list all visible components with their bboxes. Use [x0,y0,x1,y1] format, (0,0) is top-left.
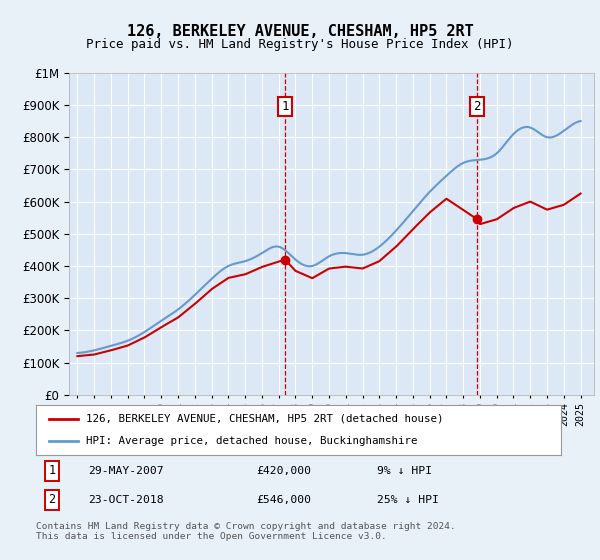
Text: 25% ↓ HPI: 25% ↓ HPI [377,495,439,505]
Text: 1: 1 [281,100,289,113]
Text: 2: 2 [48,493,55,506]
Text: Price paid vs. HM Land Registry's House Price Index (HPI): Price paid vs. HM Land Registry's House … [86,38,514,50]
Text: £420,000: £420,000 [257,466,311,476]
Text: 29-MAY-2007: 29-MAY-2007 [89,466,164,476]
Text: 23-OCT-2018: 23-OCT-2018 [89,495,164,505]
Text: 2: 2 [473,100,481,113]
Text: HPI: Average price, detached house, Buckinghamshire: HPI: Average price, detached house, Buck… [86,436,418,446]
Text: 1: 1 [48,464,55,477]
Text: 126, BERKELEY AVENUE, CHESHAM, HP5 2RT: 126, BERKELEY AVENUE, CHESHAM, HP5 2RT [127,24,473,39]
Text: Contains HM Land Registry data © Crown copyright and database right 2024.
This d: Contains HM Land Registry data © Crown c… [36,522,456,542]
Text: 126, BERKELEY AVENUE, CHESHAM, HP5 2RT (detached house): 126, BERKELEY AVENUE, CHESHAM, HP5 2RT (… [86,414,443,424]
Text: 9% ↓ HPI: 9% ↓ HPI [377,466,432,476]
Text: £546,000: £546,000 [257,495,311,505]
